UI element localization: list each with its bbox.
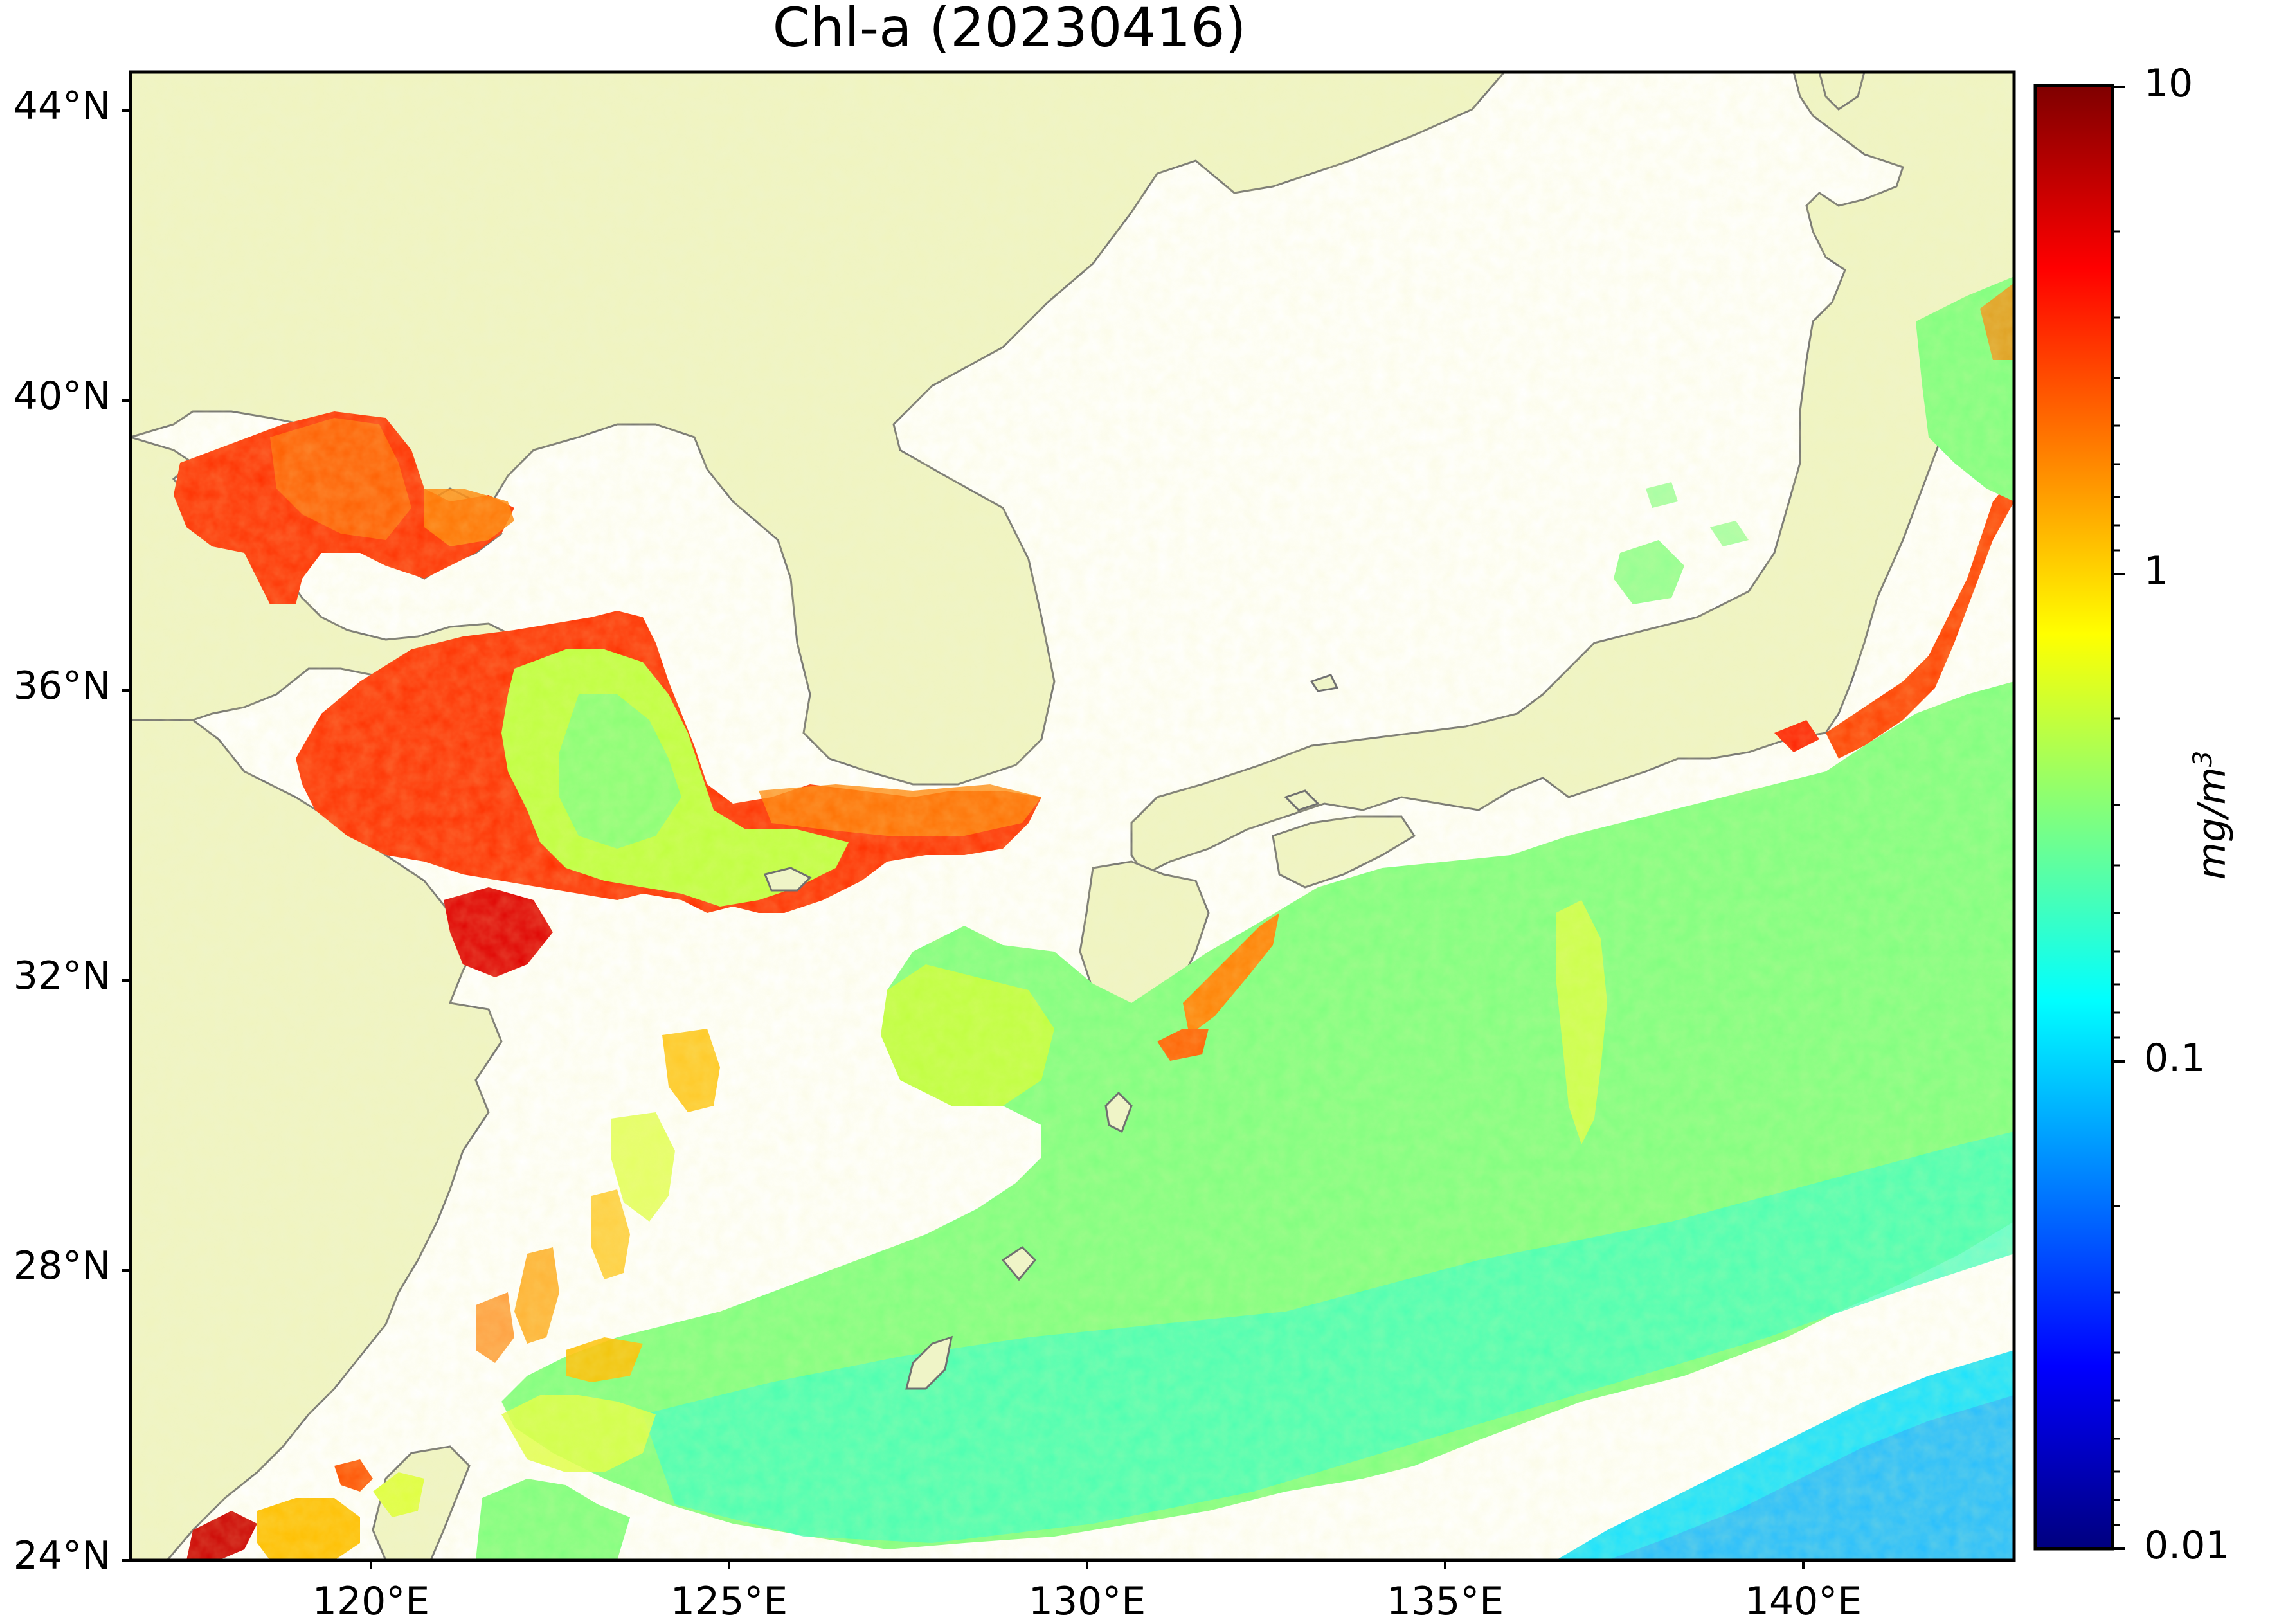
jeju-island <box>763 867 812 892</box>
map-title: Chl-a (20230416) <box>772 0 1247 59</box>
colorbar-tick-label: 1 <box>2144 548 2169 593</box>
colorbar-tick-label: 10 <box>2144 61 2193 106</box>
lat-tick-label: 24°N <box>13 1533 111 1578</box>
lon-tick-label: 130°E <box>1028 1579 1146 1624</box>
colorbar-tick-label: 0.1 <box>2144 1036 2206 1081</box>
map-frame-border <box>129 70 2016 1562</box>
lat-tick-label: 28°N <box>13 1243 111 1288</box>
lon-tick-label: 120°E <box>312 1579 430 1624</box>
lon-tick-label: 125°E <box>670 1579 788 1624</box>
colorbar-tick-label: 0.01 <box>2144 1523 2230 1568</box>
colorbar-unit-label: mg/m3 <box>2188 750 2235 880</box>
amami-island <box>1001 1246 1037 1281</box>
lat-tick-label: 44°N <box>13 84 111 129</box>
axis-ticks <box>122 109 1805 1569</box>
okinawa-island <box>905 1335 953 1390</box>
tanegashima-island <box>1104 1091 1133 1133</box>
lat-tick-label: 40°N <box>13 374 111 419</box>
lat-tick-label: 36°N <box>13 663 111 708</box>
colorbar-gradient <box>2033 84 2114 1551</box>
colorbar <box>2033 84 2125 1551</box>
lon-tick-label: 135°E <box>1386 1579 1504 1624</box>
lat-tick-label: 32°N <box>13 953 111 998</box>
lon-tick-label: 140°E <box>1744 1579 1862 1624</box>
